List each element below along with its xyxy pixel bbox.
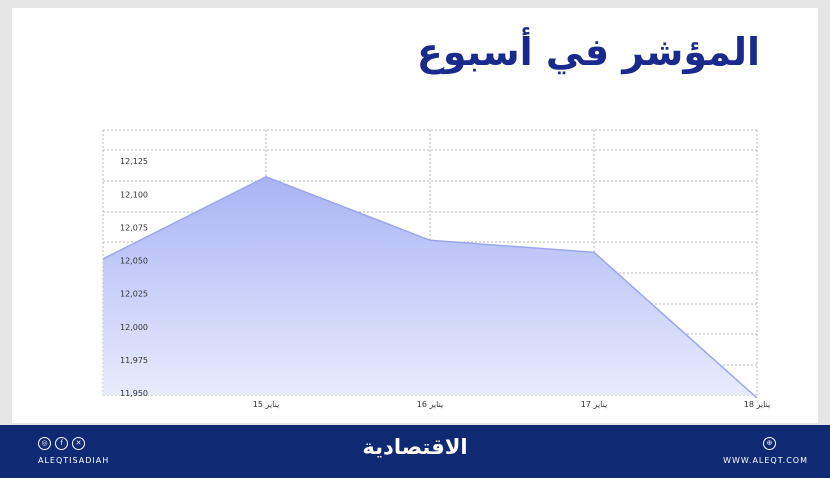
y-tick-label: 12,100 (120, 190, 148, 199)
x-tick-label: 17 يناير (581, 400, 607, 409)
area-chart: 12,125 12,100 12,075 12,050 12,025 12,000 11,9… (102, 129, 770, 409)
x-tick-label: 18 يناير (744, 400, 770, 409)
facebook-icon[interactable]: f (55, 437, 68, 450)
social-handle[interactable]: ALEQTISADIAH (38, 456, 110, 465)
page-title: المؤشر في أسبوع (416, 30, 760, 74)
x-axis-ticks: 15 يناير 16 يناير 17 يناير 18 يناير (253, 400, 770, 409)
y-tick-label: 12,000 (120, 323, 148, 332)
y-tick-label: 12,050 (120, 257, 148, 266)
series-line (102, 175, 758, 399)
y-tick-label: 12,025 (120, 290, 148, 299)
y-tick-label: 11,950 (120, 389, 148, 398)
x-tick-label: 15 يناير (253, 400, 279, 409)
website-link[interactable]: WWW.ALEQT.COM (723, 456, 808, 465)
x-icon[interactable]: ✕ (72, 437, 85, 450)
brand-logo: الاقتصادية (362, 435, 468, 459)
footer-bar: ◎ f ✕ ALEQTISADIAH الاقتصادية ⊕ WWW.ALEQ… (0, 425, 830, 478)
instagram-icon[interactable]: ◎ (38, 437, 51, 450)
x-tick-label: 16 يناير (417, 400, 443, 409)
globe-icon: ⊕ (763, 437, 776, 450)
y-tick-label: 12,075 (120, 223, 148, 232)
y-tick-label: 12,125 (120, 157, 148, 166)
social-icons: ◎ f ✕ (38, 437, 85, 450)
y-tick-label: 11,975 (120, 356, 148, 365)
y-axis-ticks: 12,125 12,100 12,075 12,050 12,025 12,000 11,9… (120, 157, 148, 398)
area-fill (103, 176, 757, 398)
